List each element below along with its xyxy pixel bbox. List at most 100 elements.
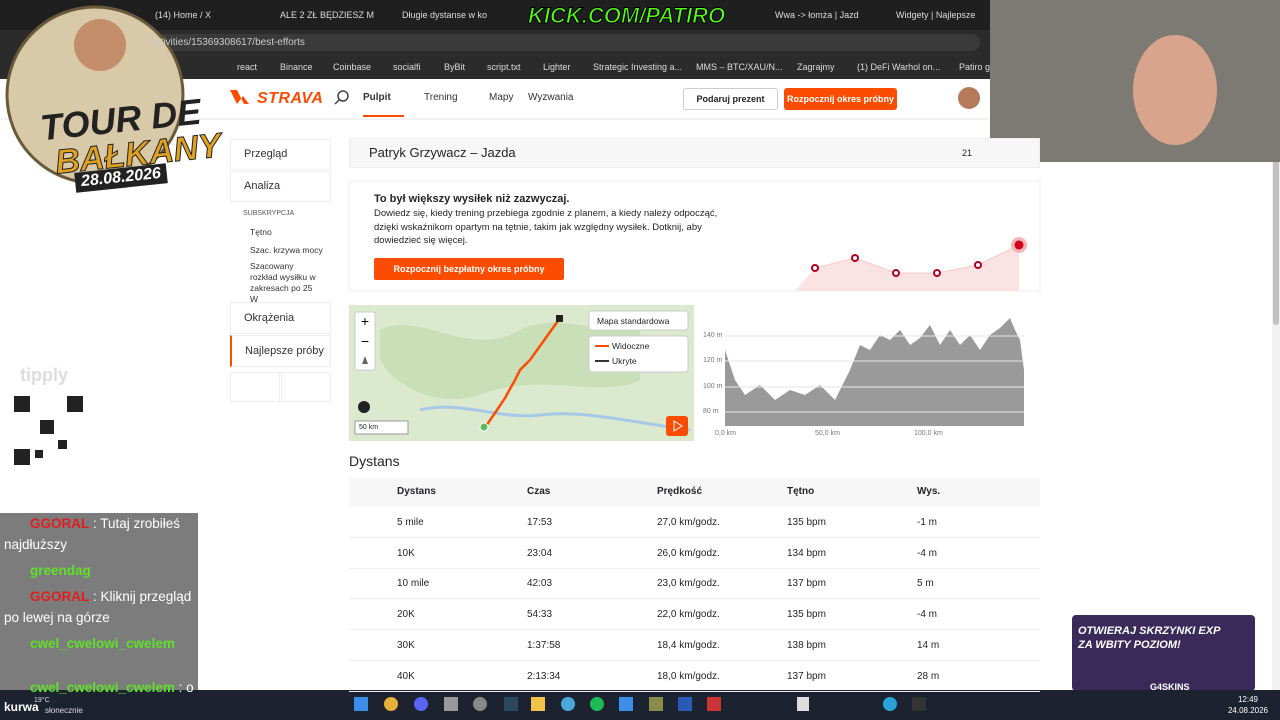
chat-user[interactable]: GGORAL <box>30 516 90 531</box>
strava-logo[interactable]: STRAVA <box>257 90 324 107</box>
chat-user[interactable]: GGORAL <box>30 589 90 604</box>
table-header: Czas <box>527 486 551 497</box>
chat-message: GGORAL : Kliknij przegląd po lewej na gó… <box>4 589 192 625</box>
nav-item[interactable]: Mapy <box>489 92 514 103</box>
upsell-title: To był większy wysiłek niż zazwyczaj. <box>374 193 570 205</box>
bookmark[interactable]: Patiro g <box>959 62 991 72</box>
browser-tab[interactable]: Długie dystanse w ko <box>402 10 488 20</box>
map-play[interactable] <box>666 416 688 436</box>
nav-item[interactable]: Trening <box>424 92 458 103</box>
url[interactable]: activities/15369308617/best-efforts <box>150 37 305 48</box>
sidebar-overview[interactable]: Przegląd <box>230 139 331 170</box>
table-cell: 42:03 <box>527 578 553 590</box>
sidebar-laps[interactable]: Okrążenia <box>230 302 331 334</box>
table-cell: -4 m <box>917 547 937 559</box>
chat-text: o <box>186 680 194 695</box>
sidebar-analysis[interactable]: Analiza <box>230 171 331 202</box>
chat-message: GGORAL : Tutaj zrobiłeś najdłuższy <box>4 516 181 552</box>
table-row <box>349 507 1040 538</box>
sidebar-sub-item[interactable]: Szacowany rozkład wysiłku w zakresach po… <box>250 261 316 304</box>
table-cell: 14 m <box>917 639 940 651</box>
zoom-controls[interactable] <box>354 311 376 371</box>
promo-brand: G4SKINS <box>1150 682 1190 692</box>
nav-item[interactable]: Wyzwania <box>528 92 574 103</box>
bookmark[interactable]: Strategic Investing a... <box>593 62 683 72</box>
bookmark[interactable]: MMS – BTC/XAU/N... <box>696 62 783 72</box>
chat-user[interactable]: cwel_cwelowi_cwelem <box>30 636 175 651</box>
table-cell: 18,0 km/godz. <box>657 670 720 682</box>
bookmark[interactable]: script.txt <box>487 62 521 72</box>
sidebar-sub-item[interactable]: Szac. krzywa mocy <box>250 245 323 255</box>
table-cell: 20K <box>397 609 415 621</box>
table-cell: 1:37:58 <box>527 639 561 651</box>
bookmark[interactable]: Zagrajmy <box>797 62 835 72</box>
legend-visible: Widoczne <box>612 341 650 351</box>
map-info[interactable] <box>358 401 370 413</box>
sidebar-sub-item[interactable]: Tętno <box>250 227 272 237</box>
chat-user[interactable]: cwel_cwelowi_cwelem <box>30 680 175 695</box>
map-forest <box>380 320 640 400</box>
bookmark[interactable]: socialfi <box>393 62 421 72</box>
gift-button[interactable]: Podaruj prezent <box>683 88 778 110</box>
map-style-label[interactable]: Mapa standardowa <box>597 316 670 326</box>
section-title: Dystans <box>349 453 400 469</box>
bookmark[interactable]: react <box>237 62 258 72</box>
scroll-thumb[interactable] <box>1273 125 1279 325</box>
table-cell: -4 m <box>917 609 937 621</box>
table-cell: 54:33 <box>527 609 553 621</box>
browser-tab[interactable]: Wwa -> łomża | Jazd <box>775 10 859 20</box>
table-cell: 23:04 <box>527 547 553 559</box>
map-river <box>419 405 691 432</box>
bookmark[interactable]: Binance <box>280 62 313 72</box>
bookmark[interactable]: (1) DeFi Warhol on... <box>857 62 941 72</box>
promo-line2: ZA WBITY POZIOM! <box>1078 639 1181 651</box>
browser-tab[interactable]: Widgety | Najlepsze <box>896 10 976 20</box>
table-header: Tętno <box>787 486 815 497</box>
bookmark[interactable]: Coinbase <box>333 62 372 72</box>
weather-temp: 19°C <box>34 697 50 704</box>
legend-hidden: Ukryte <box>612 356 637 366</box>
map-style-select[interactable] <box>588 310 689 331</box>
avatar[interactable] <box>958 87 980 109</box>
upsell-button[interactable]: Rozpocznij bezpłatny okres próbny <box>374 258 564 280</box>
map-scale-label: 50 km <box>359 424 379 431</box>
tipply: tipply <box>20 365 68 385</box>
play-icon <box>673 420 683 432</box>
kudos-count[interactable]: 21 <box>962 148 973 158</box>
edit-icon[interactable] <box>230 372 280 402</box>
upsell-line <box>814 244 1020 274</box>
kick-banner: KICK.COM/PATIRO <box>527 3 726 29</box>
elevation-y-label: 120 m <box>703 357 723 364</box>
elevation-y-label: 80 m <box>703 408 719 415</box>
url-field <box>140 34 980 51</box>
table-cell: 10K <box>397 547 415 559</box>
bookmark[interactable]: Lighter <box>543 62 571 72</box>
upsell-area <box>795 245 1019 291</box>
elevation-grid <box>725 335 1024 413</box>
search-icon[interactable] <box>337 90 349 102</box>
table-header-bg <box>349 478 1040 507</box>
zoom-out[interactable]: − <box>361 333 369 349</box>
strava-icon <box>230 90 249 104</box>
sidebar-best-efforts[interactable]: Najlepsze próby <box>230 335 331 367</box>
map-scale <box>354 420 409 435</box>
table-cell: 138 bpm <box>787 639 826 651</box>
trial-button[interactable]: Rozpocznij okres próbny <box>784 88 897 110</box>
activity-title: Patryk Grzywacz – Jazda <box>369 145 516 160</box>
nav-item[interactable]: Pulpit <box>363 92 391 103</box>
browser-tab[interactable]: ALE 2 ZŁ BĘDZIESZ M <box>280 10 375 20</box>
table-header: Dystans <box>397 486 436 497</box>
tab-bar <box>0 0 990 30</box>
table-cell: 10 mile <box>397 578 430 590</box>
chat-user[interactable]: greendag <box>30 563 91 578</box>
zoom-in[interactable]: + <box>361 313 369 329</box>
compass[interactable] <box>362 356 368 364</box>
bookmark[interactable]: ByBit <box>444 62 466 72</box>
more-icon[interactable] <box>281 372 331 402</box>
taskbar <box>0 690 1280 720</box>
upsell-body: Dowiedz się, kiedy trening przebiega zgo… <box>374 208 718 246</box>
taskbar-icons <box>354 697 926 711</box>
browser-tab[interactable]: (14) Home / X <box>155 10 212 20</box>
